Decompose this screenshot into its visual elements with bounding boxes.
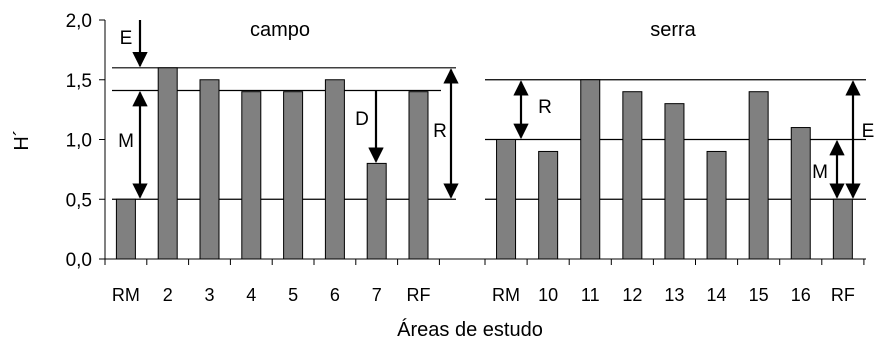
- annotation-label-m: M: [118, 131, 134, 152]
- y-tick-label: 2,0: [66, 11, 92, 32]
- x-tick-label: 11: [581, 285, 600, 305]
- x-tick-label: 16: [791, 285, 811, 305]
- annotation-label-m: M: [812, 162, 828, 183]
- bar-serra-11: [580, 79, 601, 260]
- bar-group: [115, 67, 853, 260]
- x-tick-label: 12: [622, 285, 642, 305]
- bar-serra-14: [706, 150, 727, 260]
- annotation-group: E M D R R M E: [118, 20, 874, 199]
- bar-campo-3: [199, 79, 220, 260]
- annotation-label-r: R: [538, 97, 552, 118]
- x-tick-label: 5: [288, 285, 298, 305]
- x-tick-label: 7: [372, 285, 382, 305]
- x-axis-title: Áreas de estudo: [397, 318, 543, 341]
- annotation-label-e: E: [862, 121, 874, 142]
- x-tick-label: 15: [749, 285, 769, 305]
- x-tick-label: RF: [831, 285, 855, 305]
- y-tick-label: 1,5: [66, 71, 92, 92]
- panel-title-serra: serra: [650, 19, 696, 41]
- bar-serra-16: [790, 127, 811, 260]
- annotation-label-r: R: [433, 121, 447, 142]
- bar-serra-RM: [496, 139, 517, 260]
- x-tick-label: 14: [707, 285, 727, 305]
- bar-serra-12: [622, 91, 643, 260]
- y-tick-label: 0,0: [66, 250, 92, 271]
- bar-campo-7: [366, 162, 387, 260]
- x-tick-label: 4: [246, 285, 256, 305]
- y-tick-label: 0,5: [66, 190, 92, 211]
- x-label-group: RM 2 3 4 5 6 7 RF RM 10 11 12 13 14 15 16 RF: [112, 285, 855, 305]
- x-tick-label: 10: [538, 285, 558, 305]
- bar-serra-RF: [832, 198, 853, 260]
- bar-campo-2: [157, 67, 178, 260]
- annotation-label-e: E: [120, 28, 133, 49]
- x-tick-label: RM: [492, 285, 520, 305]
- y-tick-group: 0,0 0,5 1,0 1,5 2,0: [66, 11, 105, 271]
- y-tick-label: 1,0: [66, 131, 92, 152]
- bar-serra-15: [748, 91, 769, 260]
- bar-campo-5: [283, 91, 304, 260]
- x-tick-label: 3: [204, 285, 214, 305]
- bar-campo-4: [241, 91, 262, 260]
- x-tick-group: [104, 259, 865, 265]
- y-axis-title: H´: [11, 129, 33, 150]
- x-tick-label: RF: [407, 285, 431, 305]
- annotation-label-d: D: [355, 109, 369, 130]
- bar-campo-RM: [115, 198, 136, 260]
- x-tick-label: 13: [664, 285, 684, 305]
- panel-title-campo: campo: [250, 19, 310, 41]
- bar-serra-10: [538, 150, 559, 260]
- x-tick-label: 2: [163, 285, 173, 305]
- bar-serra-13: [664, 103, 685, 260]
- x-tick-label: RM: [112, 285, 140, 305]
- bar-campo-6: [324, 79, 345, 260]
- x-tick-label: 6: [330, 285, 340, 305]
- bar-campo-RF: [408, 91, 429, 260]
